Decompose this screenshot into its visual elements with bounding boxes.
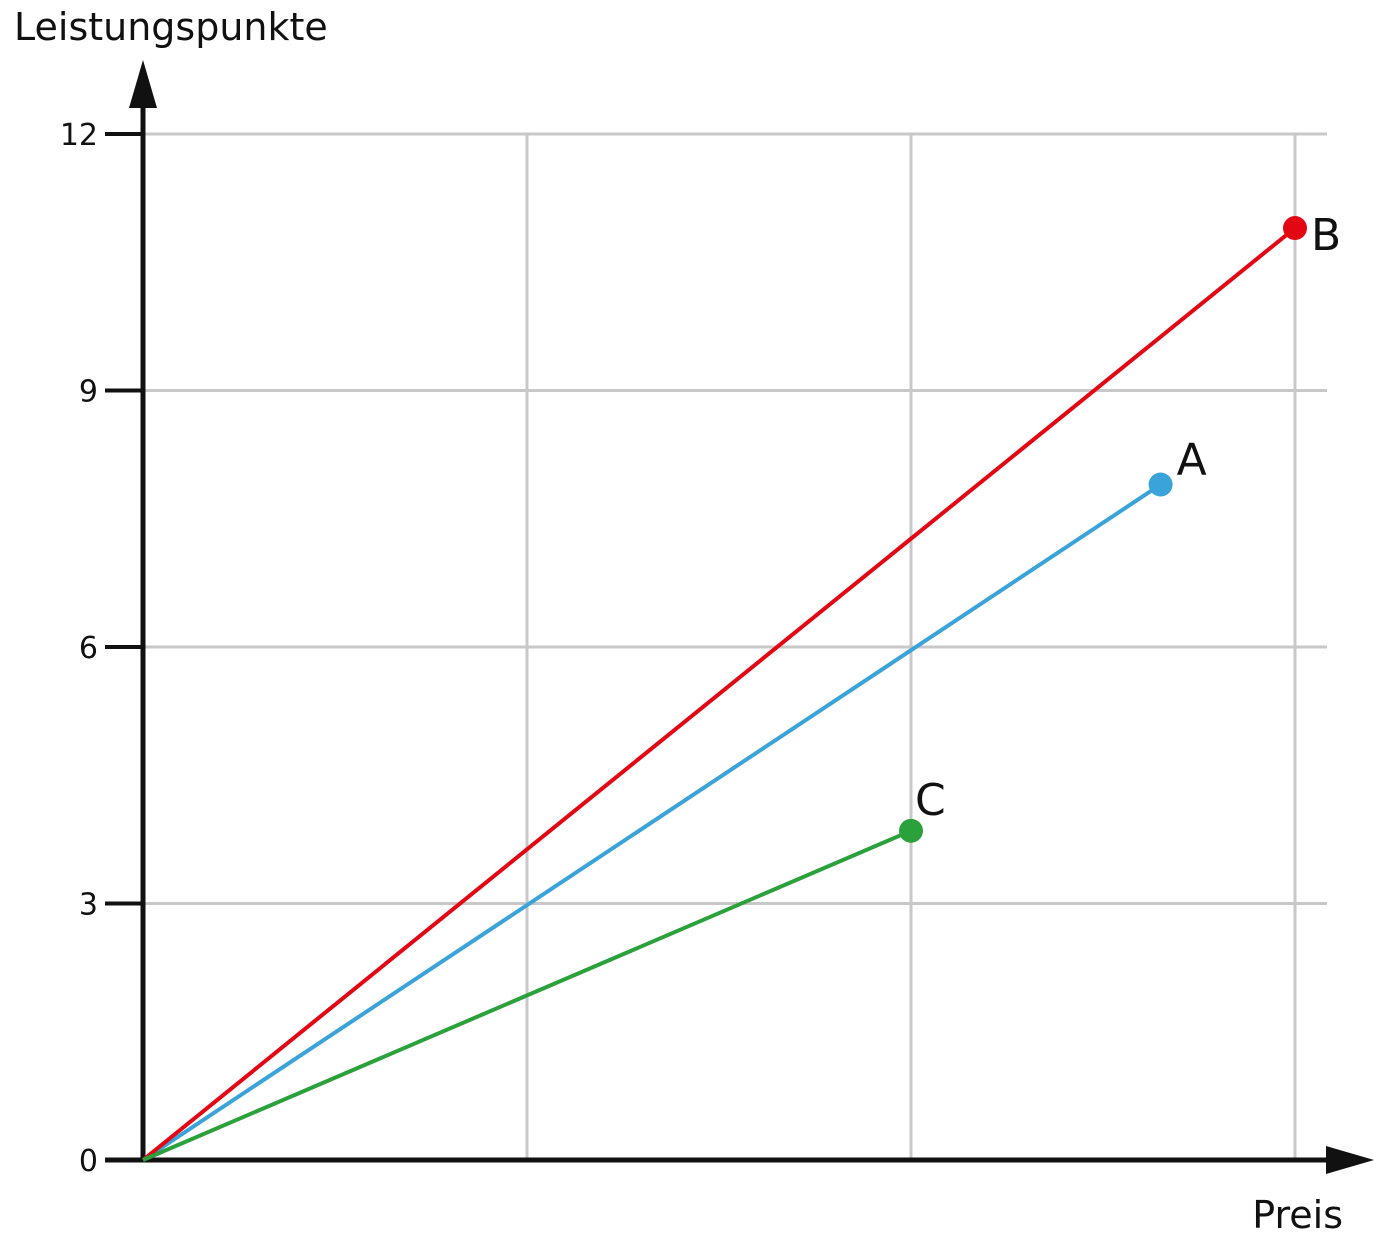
series-line-b — [141, 226, 1297, 1162]
axes — [105, 60, 1374, 1174]
point-label-a: A — [1177, 435, 1207, 486]
y-tick-label: 9 — [79, 375, 98, 410]
series-line-c — [142, 828, 912, 1162]
data-point-a — [1148, 472, 1173, 497]
data-point-c — [899, 818, 923, 843]
grid — [143, 132, 1327, 1160]
y-axis-arrow — [129, 60, 157, 108]
point-label-c: C — [915, 775, 946, 826]
x-axis-arrow — [1326, 1146, 1374, 1174]
data-point-b — [1283, 216, 1307, 241]
y-tick-label: 3 — [79, 888, 98, 923]
y-tick-label: 0 — [79, 1144, 98, 1179]
series: A B C — [141, 210, 1341, 1162]
y-tick-label: 6 — [79, 631, 98, 666]
x-axis-title: Preis — [1252, 1193, 1343, 1237]
point-label-b: B — [1311, 210, 1341, 261]
series-line-a — [141, 482, 1162, 1162]
y-ticks: 0 3 6 9 12 — [60, 118, 143, 1179]
y-axis-title: Leistungspunkte — [14, 5, 328, 49]
y-tick-label: 12 — [60, 118, 98, 153]
